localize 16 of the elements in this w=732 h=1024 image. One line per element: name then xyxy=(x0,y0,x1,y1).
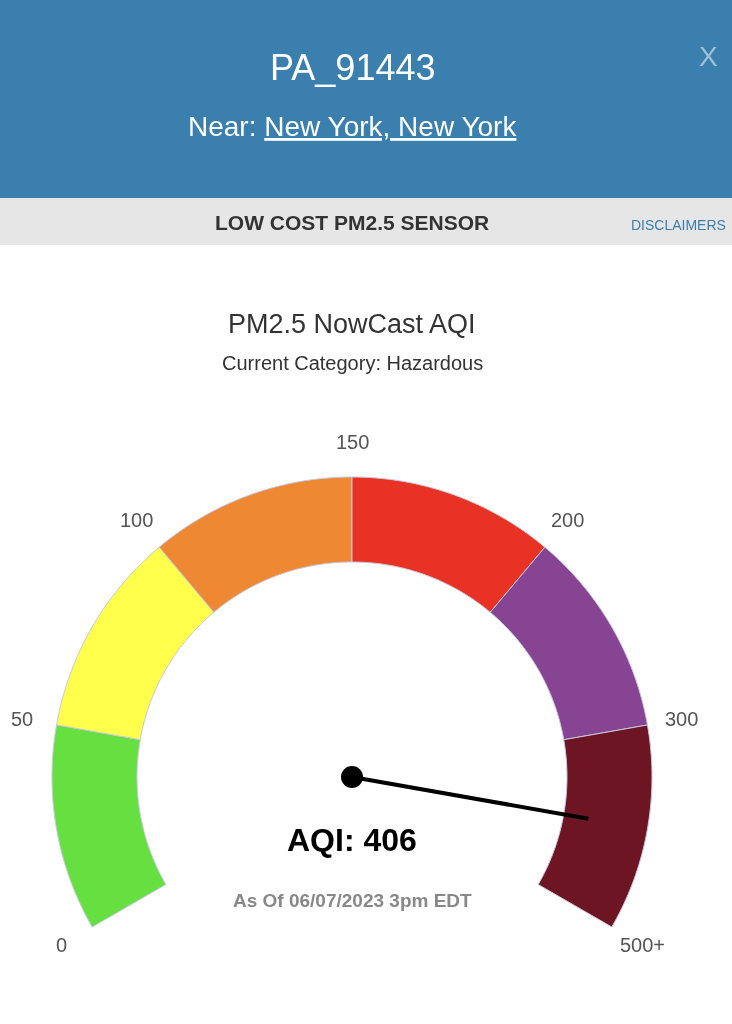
text: X xyxy=(699,41,718,72)
text: Near: New York, New York xyxy=(188,111,518,142)
text: As Of 06/07/2023 3pm EDT xyxy=(233,890,473,911)
text: 500+ xyxy=(620,934,666,956)
slice-label: 150 xyxy=(336,431,370,453)
chart-subtitle: Current Category: Hazardous xyxy=(222,352,484,374)
text: LOW COST PM2.5 SENSOR xyxy=(215,211,490,234)
slice-label: 50 xyxy=(11,708,34,730)
chart-title: PM2.5 NowCast AQI xyxy=(228,309,476,339)
slice-label: 0 xyxy=(56,934,68,956)
slice-label: 200 xyxy=(551,509,585,531)
text: DISCLAIMERS xyxy=(631,217,726,233)
text: PA_91443 xyxy=(270,47,436,88)
text: AQI: 406 xyxy=(287,822,417,858)
slice-label: 100 xyxy=(120,509,154,531)
slice-label: 300 xyxy=(665,708,699,730)
